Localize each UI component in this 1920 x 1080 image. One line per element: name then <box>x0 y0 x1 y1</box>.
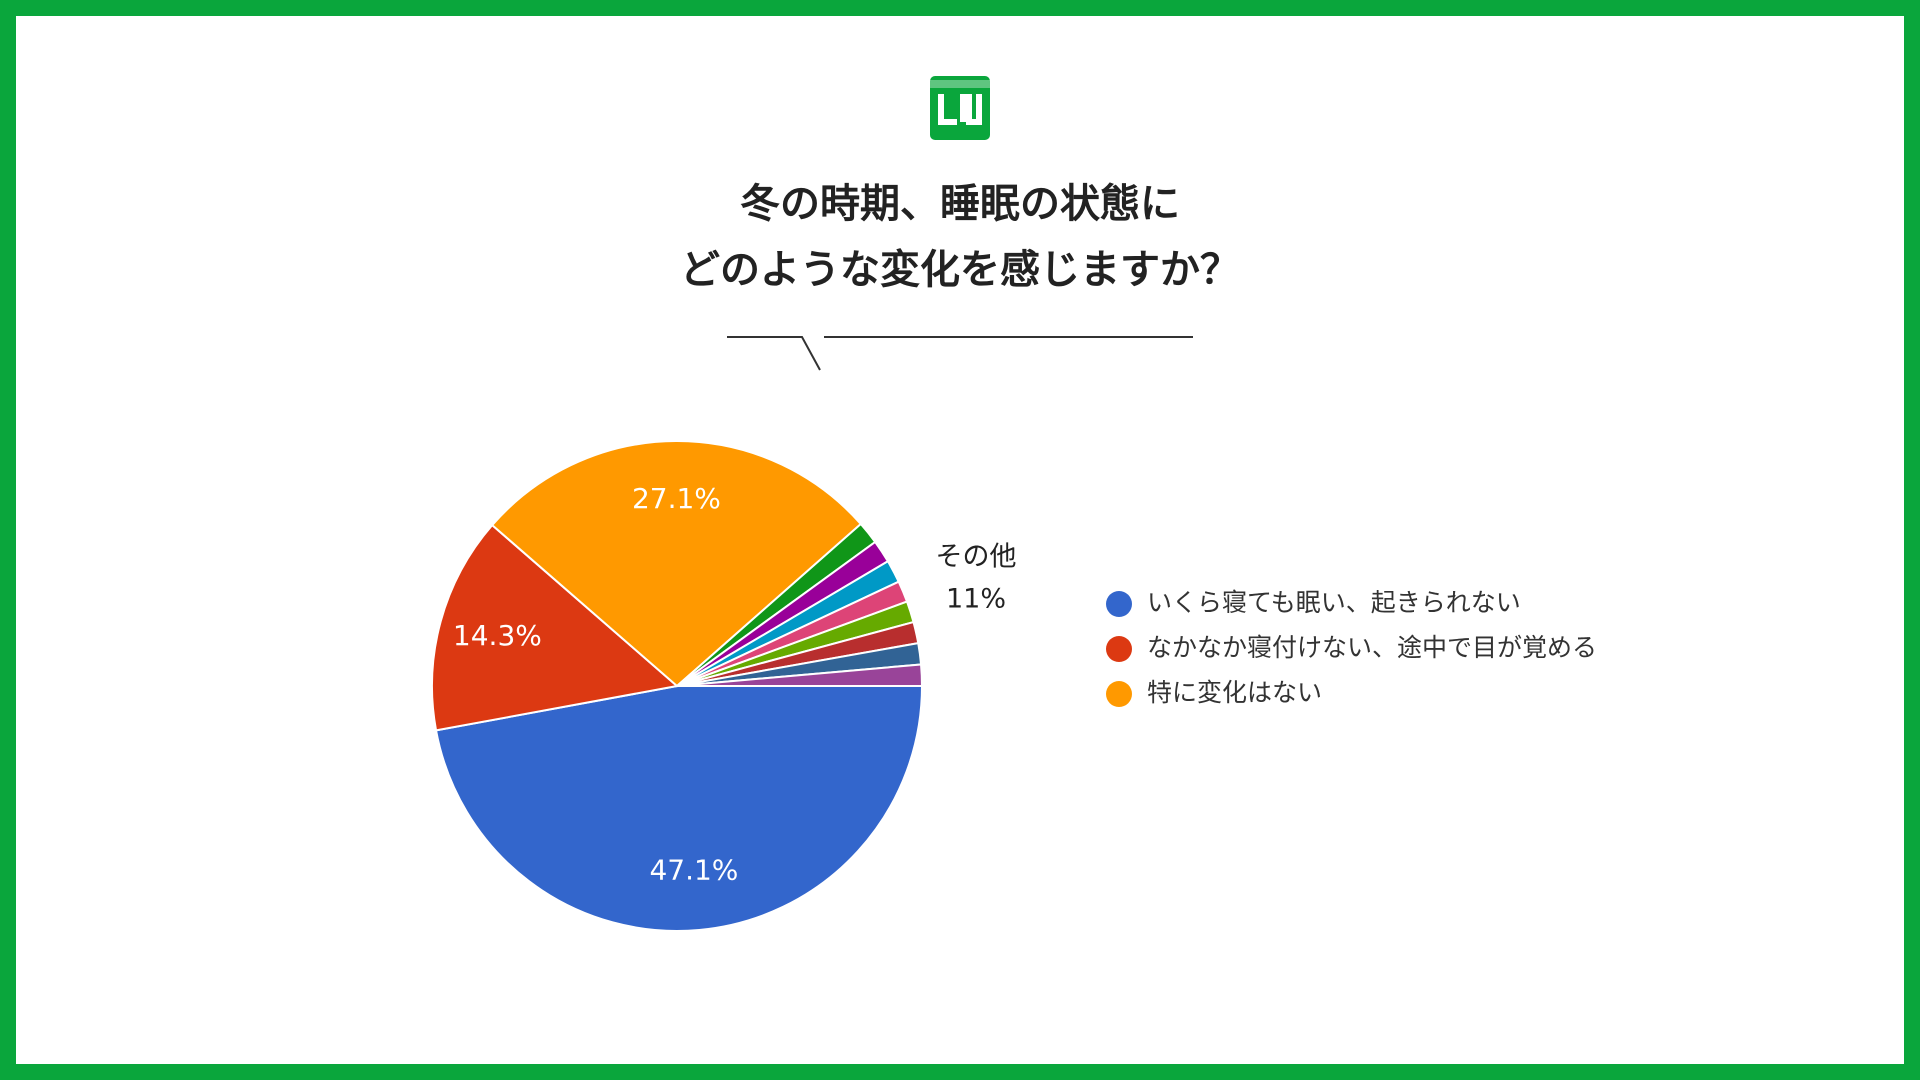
annotation: 11% <box>946 584 1006 615</box>
chart-title: どのような変化を感じますか？ <box>680 247 1240 293</box>
legend-label: いくら寝ても眠い、起きられない <box>1147 588 1521 617</box>
speech-line <box>727 336 1193 371</box>
legend-marker <box>1106 681 1132 707</box>
legend-marker <box>1106 636 1132 662</box>
pie-slice <box>490 440 863 688</box>
legend-marker <box>1106 591 1132 617</box>
data-label: 47.1% <box>649 853 738 886</box>
chart-title: 冬の時期、睡眠の状態に <box>740 181 1180 227</box>
legend-label: なかなか寝付けない、途中で目が覚める <box>1147 633 1597 662</box>
data-label: 14.3% <box>453 619 542 652</box>
legend-label: 特に変化はない <box>1147 678 1322 707</box>
pie-slice <box>434 685 924 932</box>
logo <box>930 76 990 140</box>
data-label: 27.1% <box>632 482 721 515</box>
annotation: その他 <box>936 542 1017 573</box>
pie-slice <box>676 663 924 687</box>
pie-slice <box>431 523 680 732</box>
